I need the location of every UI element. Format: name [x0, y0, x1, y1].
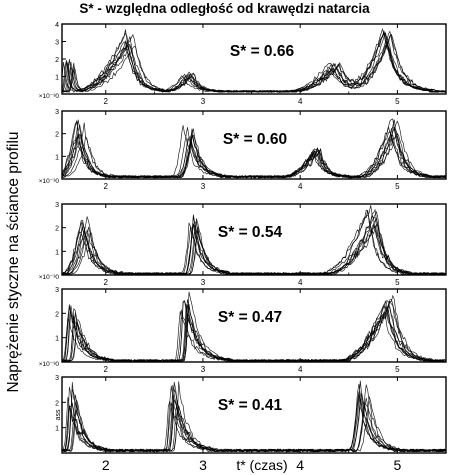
- x-tick-label: 4: [298, 278, 303, 287]
- y-tick-label: 1: [55, 336, 59, 343]
- panel-2: 123×10⁻³02 3 4 5S* = 0.60S* = 0.60: [39, 109, 447, 191]
- panel-3: 123×10⁻³02 3 4 5S* = 0.54S* = 0.54: [39, 202, 447, 287]
- series-line-9: [61, 209, 447, 276]
- y-tick-label: 3: [55, 287, 59, 294]
- panel-frame: [61, 376, 447, 454]
- y-axis-unit: ass: [55, 409, 62, 420]
- y-tick-label: 1: [55, 426, 59, 433]
- x-tick-label-bottom: 5: [393, 457, 401, 473]
- series-line-10: [61, 33, 447, 93]
- panel-label: S* = 0.60: [223, 131, 287, 148]
- x-tick-label-bottom: 4: [296, 457, 304, 473]
- y-tick-label: 1: [55, 75, 59, 82]
- x-tick-label: 2: [104, 365, 109, 374]
- x-tick-label: 3: [201, 278, 206, 287]
- panel-label-halo: S* = 0.54: [218, 224, 283, 241]
- x-tick-label: 2: [104, 97, 109, 106]
- panel-label: S* = 0.41: [218, 397, 283, 414]
- panel-label-halo: S* = 0.60: [223, 131, 287, 148]
- series-line-10: [61, 384, 447, 453]
- series-line-10: [61, 210, 447, 276]
- series-line-5: [61, 381, 447, 453]
- series-line-7: [61, 120, 447, 179]
- y-tick-label: 2: [55, 311, 59, 318]
- x-tick-label: 2: [104, 182, 109, 191]
- bottom-x-axis: 2 3 4 5 t* (czas): [102, 457, 402, 473]
- x-tick-label-bottom: 3: [199, 457, 207, 473]
- x-tick-label: 4: [298, 182, 303, 191]
- series-line-9: [61, 298, 447, 363]
- x-tick-label: 4: [298, 365, 303, 374]
- panel-frame: [61, 110, 447, 180]
- x-tick-label: 5: [395, 365, 400, 374]
- x-tick-label: 3: [201, 97, 206, 106]
- series-line-6: [61, 31, 447, 93]
- series-line-1: [61, 208, 447, 276]
- series-line-2: [61, 382, 447, 453]
- series-line-9: [61, 121, 447, 179]
- x-tick-label: 5: [395, 182, 400, 191]
- panel-4: 123×10⁻³02 3 4 5S* = 0.47S* = 0.47: [39, 287, 447, 374]
- y-tick-label: 2: [55, 400, 59, 407]
- panel-label: S* = 0.54: [218, 224, 283, 241]
- y-unit-label: ×10⁻³0: [39, 178, 60, 185]
- x-tick-label: 3: [201, 365, 206, 374]
- series-line-9: [61, 28, 447, 93]
- series-line-7: [61, 384, 447, 453]
- x-tick-label: 2: [104, 278, 109, 287]
- x-tick-label: 3: [201, 182, 206, 191]
- y-tick-label: 1: [55, 249, 59, 256]
- x-tick-label: 5: [395, 97, 400, 106]
- series-line-6: [61, 210, 447, 276]
- y-unit-label: ×10⁻³0: [39, 361, 60, 368]
- y-tick-label: 3: [55, 202, 59, 209]
- y-tick-label: 2: [55, 132, 59, 139]
- y-unit-label: ×10⁻³0: [39, 93, 60, 100]
- y-tick-label: 2: [55, 57, 59, 64]
- series-line-8: [61, 380, 447, 453]
- y-tick-label: 3: [55, 109, 59, 116]
- series-line-4: [61, 381, 447, 453]
- y-tick-label: 1: [55, 154, 59, 161]
- x-axis-title: t* (czas): [236, 457, 287, 473]
- y-tick-label: 3: [55, 40, 59, 47]
- figure-title: S* - względna odległość od krawędzi nata…: [79, 1, 370, 16]
- x-tick-label: 5: [395, 278, 400, 287]
- y-tick-label: 4: [55, 22, 59, 29]
- x-tick-label-bottom: 2: [102, 457, 110, 473]
- series-line-10: [61, 303, 447, 363]
- x-tick-label: 4: [298, 97, 303, 106]
- y-tick-label: 2: [55, 226, 59, 233]
- panel-label-halo: S* = 0.41: [218, 397, 283, 414]
- y-unit-label: ×10⁻³0: [39, 274, 60, 281]
- panel-label: S* = 0.66: [230, 43, 295, 60]
- y-tick-label: 3: [55, 375, 59, 382]
- panel-label-halo: S* = 0.66: [230, 43, 295, 60]
- series-line-10: [61, 119, 447, 179]
- panel-label-halo: S* = 0.47: [218, 309, 282, 326]
- series-line-9: [61, 385, 447, 453]
- panel-label: S* = 0.47: [218, 309, 282, 326]
